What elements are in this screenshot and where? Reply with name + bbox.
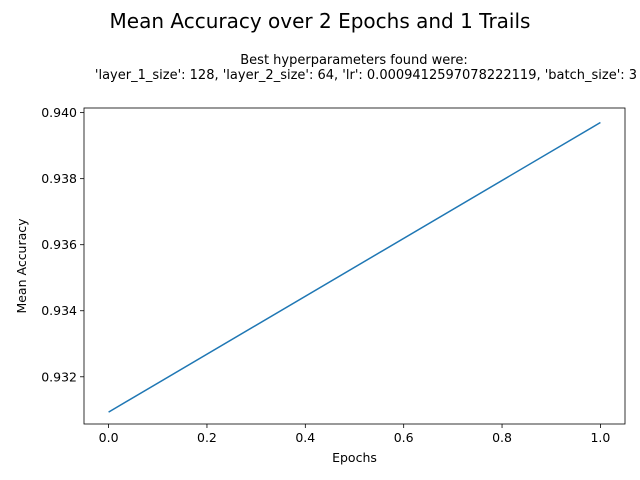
x-tick-label: 1.0 [590, 430, 610, 445]
chart-subtitle-line-1: Best hyperparameters found were: [240, 53, 467, 68]
x-tick-label: 0.2 [197, 430, 217, 445]
y-axis-label: Mean Accuracy [14, 218, 29, 314]
series-line [108, 121, 601, 413]
x-tick-label: 0.6 [394, 430, 414, 445]
x-tick-label: 0.4 [295, 430, 315, 445]
chart-subtitle-line-2: 'layer_1_size': 128, 'layer_2_size': 64,… [95, 68, 637, 83]
x-tick-label: 0.0 [99, 430, 119, 445]
y-tick-label: 0.932 [41, 369, 77, 384]
x-axis-label: Epochs [332, 450, 377, 465]
y-tick-label: 0.938 [41, 171, 77, 186]
y-tick-label: 0.940 [41, 105, 77, 120]
plot-frame [83, 107, 626, 425]
chart-title: Mean Accuracy over 2 Epochs and 1 Trails [110, 9, 531, 33]
y-tick-label: 0.934 [41, 303, 77, 318]
x-tick-label: 0.8 [492, 430, 512, 445]
y-tick-label: 0.936 [41, 237, 77, 252]
